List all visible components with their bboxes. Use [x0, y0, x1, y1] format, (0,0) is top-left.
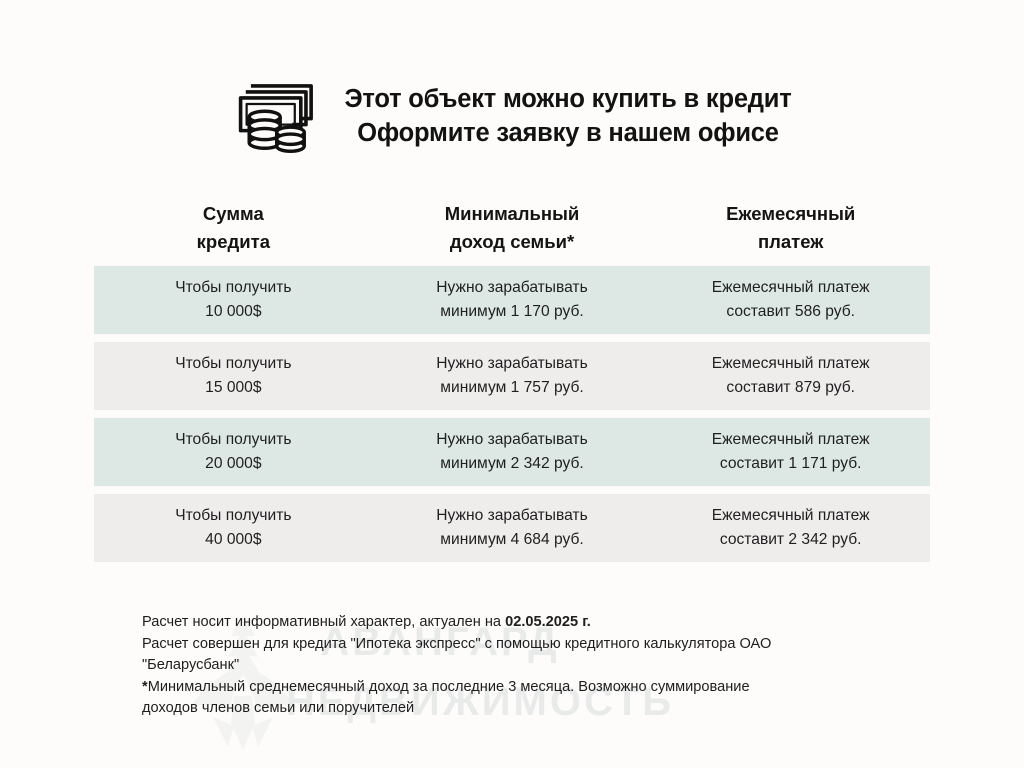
- cell-loan-amount-line-2: 40 000$: [205, 531, 262, 548]
- cell-monthly-payment-line-2: составит 879 руб.: [726, 379, 855, 396]
- column-header-loan-amount: Сумма кредита: [94, 200, 373, 256]
- cell-min-income-line-2: минимум 1 757 руб.: [440, 379, 584, 396]
- cell-monthly-payment-line-2: составит 2 342 руб.: [719, 531, 862, 548]
- table-column-headers: Сумма кредита Минимальный доход семьи* Е…: [94, 200, 930, 256]
- column-header-loan-amount-line-2: кредита: [196, 231, 270, 252]
- cell-loan-amount-line-1: Чтобы получить: [175, 507, 292, 524]
- footnote-date: 02.05.2025 г.: [505, 614, 591, 630]
- cell-min-income-line-1: Нужно зарабатывать: [436, 279, 588, 296]
- footnote-line-3: "Беларусбанк": [142, 657, 240, 673]
- cell-loan-amount-line-2: 10 000$: [205, 303, 262, 320]
- column-header-min-income: Минимальный доход семьи*: [373, 200, 652, 256]
- cell-loan-amount-line-1: Чтобы получить: [175, 355, 292, 372]
- column-header-monthly-payment: Ежемесячный платеж: [651, 200, 930, 256]
- cell-monthly-payment-line-2: составит 586 руб.: [726, 303, 855, 320]
- footnote-asterisk-marker: *: [142, 678, 148, 695]
- cell-loan-amount: Чтобы получить 40 000$: [94, 504, 373, 552]
- table-row: Чтобы получить 15 000$ Нужно зарабатыват…: [94, 342, 930, 410]
- cell-monthly-payment-line-1: Ежемесячный платеж: [711, 279, 870, 296]
- cell-loan-amount-line-2: 20 000$: [205, 455, 262, 472]
- cell-monthly-payment-line-1: Ежемесячный платеж: [711, 431, 870, 448]
- page-title-line-2: Оформите заявку в нашем офисе: [357, 119, 779, 147]
- footnote-line-2: Расчет совершен для кредита "Ипотека экс…: [142, 635, 772, 652]
- cell-min-income-line-2: минимум 1 170 руб.: [440, 303, 584, 320]
- money-cash-icon: [232, 73, 318, 159]
- footnote-line-5: доходов членов семьи или поручителей: [142, 700, 415, 716]
- cell-loan-amount-line-2: 15 000$: [205, 379, 262, 396]
- credit-table: Чтобы получить 10 000$ Нужно зарабатыват…: [94, 266, 930, 570]
- cell-monthly-payment: Ежемесячный платеж составит 586 руб.: [651, 276, 930, 324]
- footnote-line-1: Расчет носит информативный характер, акт…: [142, 612, 932, 634]
- cell-monthly-payment-line-1: Ежемесячный платеж: [711, 355, 870, 372]
- cell-min-income-line-1: Нужно зарабатывать: [436, 355, 588, 372]
- table-row: Чтобы получить 10 000$ Нужно зарабатыват…: [94, 266, 930, 334]
- cell-loan-amount-line-1: Чтобы получить: [175, 431, 292, 448]
- cell-monthly-payment-line-2: составит 1 171 руб.: [719, 455, 862, 472]
- page-title-line-1: Этот объект можно купить в кредит: [344, 85, 792, 113]
- cell-min-income-line-2: минимум 4 684 руб.: [440, 531, 584, 548]
- cell-min-income: Нужно зарабатывать минимум 1 170 руб.: [373, 276, 652, 324]
- column-header-min-income-line-1: Минимальный: [444, 203, 580, 224]
- table-row: Чтобы получить 20 000$ Нужно зарабатыват…: [94, 418, 930, 486]
- cell-min-income: Нужно зарабатывать минимум 2 342 руб.: [373, 428, 652, 476]
- cell-monthly-payment-line-1: Ежемесячный платеж: [711, 507, 870, 524]
- footnote-disclaimer-text: Расчет носит информативный характер, акт…: [142, 614, 506, 630]
- cell-min-income: Нужно зарабатывать минимум 4 684 руб.: [373, 504, 652, 552]
- cell-loan-amount: Чтобы получить 10 000$: [94, 276, 373, 324]
- column-header-loan-amount-line-1: Сумма: [202, 203, 264, 224]
- column-header-monthly-payment-line-2: платеж: [757, 231, 824, 252]
- cell-loan-amount: Чтобы получить 20 000$: [94, 428, 373, 476]
- cell-monthly-payment: Ежемесячный платеж составит 1 171 руб.: [651, 428, 930, 476]
- page-header: Этот объект можно купить в кредит Оформи…: [0, 66, 1024, 166]
- cell-monthly-payment: Ежемесячный платеж составит 879 руб.: [651, 352, 930, 400]
- cell-min-income-line-1: Нужно зарабатывать: [436, 507, 588, 524]
- cell-loan-amount: Чтобы получить 15 000$: [94, 352, 373, 400]
- page-title: Этот объект можно купить в кредит Оформи…: [344, 82, 791, 150]
- cell-min-income: Нужно зарабатывать минимум 1 757 руб.: [373, 352, 652, 400]
- footnotes: Расчет носит информативный характер, акт…: [142, 612, 932, 720]
- column-header-min-income-line-2: доход семьи*: [449, 231, 575, 252]
- cell-min-income-line-1: Нужно зарабатывать: [436, 431, 588, 448]
- footnote-income-note: Минимальный среднемесячный доход за посл…: [147, 678, 750, 695]
- cell-loan-amount-line-1: Чтобы получить: [175, 279, 292, 296]
- cell-min-income-line-2: минимум 2 342 руб.: [440, 455, 584, 472]
- table-row: Чтобы получить 40 000$ Нужно зарабатыват…: [94, 494, 930, 562]
- cell-monthly-payment: Ежемесячный платеж составит 2 342 руб.: [651, 504, 930, 552]
- column-header-monthly-payment-line-1: Ежемесячный: [726, 203, 856, 224]
- footnote-line-4: *Минимальный среднемесячный доход за пос…: [142, 677, 932, 699]
